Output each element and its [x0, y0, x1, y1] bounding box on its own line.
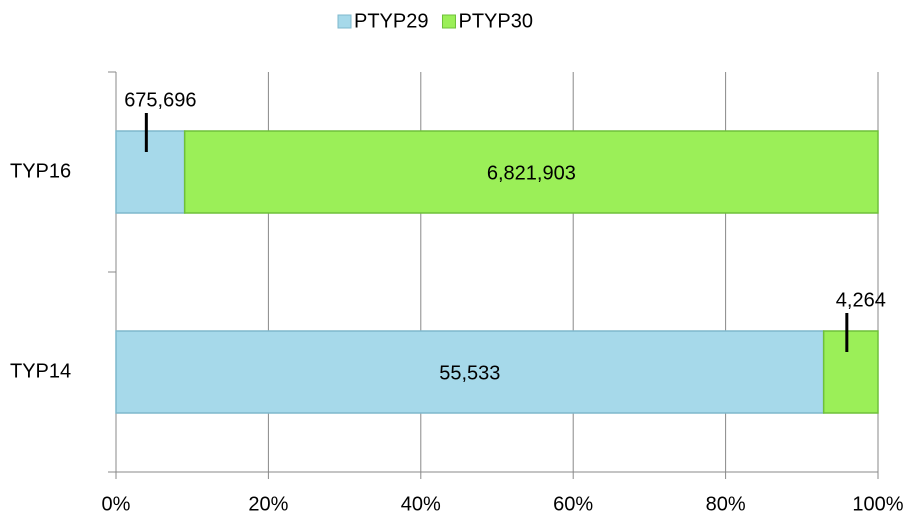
bar-segment: [822, 330, 879, 414]
data-label: 675,696: [124, 89, 196, 111]
x-tick-label: 40%: [401, 493, 441, 515]
data-label: 55,533: [439, 362, 500, 384]
x-tick-label: 60%: [553, 493, 593, 515]
legend-swatch: [337, 14, 352, 29]
x-tick-label: 20%: [248, 493, 288, 515]
legend-label: PTYP30: [458, 10, 532, 32]
x-tick-label: 0%: [102, 493, 131, 515]
bar-segment: [115, 130, 186, 214]
bar-segment: [115, 330, 825, 414]
data-label: 6,821,903: [487, 162, 576, 184]
data-label: 4,264: [836, 289, 886, 311]
x-tick-label: 100%: [852, 493, 903, 515]
legend-label: PTYP29: [354, 10, 428, 32]
y-tick-label: TYP16: [10, 160, 71, 182]
x-tick-label: 80%: [706, 493, 746, 515]
y-tick-label: TYP14: [10, 360, 71, 382]
bar-segment: [183, 130, 879, 214]
legend-swatch: [441, 14, 456, 29]
